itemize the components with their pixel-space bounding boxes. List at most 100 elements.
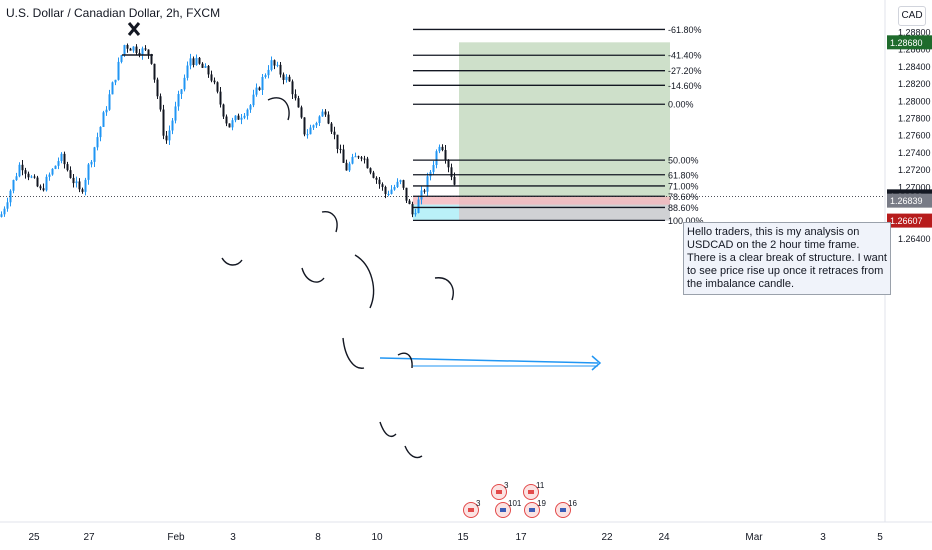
flag-icon (500, 508, 506, 512)
candle-body (279, 64, 282, 75)
candle-body (225, 116, 228, 124)
candle-body (288, 76, 291, 82)
candle-body (342, 149, 345, 163)
candle-body (447, 160, 450, 168)
candle-body (381, 184, 384, 187)
candle-body (360, 157, 363, 159)
calendar-event-count: 3 (504, 481, 509, 490)
flag-icon (528, 490, 534, 494)
candle-body (408, 200, 411, 205)
candle-body (237, 115, 240, 120)
candle-body (84, 179, 87, 192)
candle-body (309, 127, 312, 135)
candle-body (312, 125, 315, 128)
candle-body (297, 98, 300, 108)
candle-body (129, 48, 132, 51)
candle-body (444, 150, 447, 161)
candle-body (333, 131, 336, 135)
candle-body (273, 60, 276, 66)
candle-body (216, 82, 219, 92)
candle-body (141, 48, 144, 55)
price-tick-label: 1.27000 (898, 182, 931, 192)
fib-level-label: -14.60% (668, 81, 702, 91)
candle-body (96, 137, 99, 148)
candle-body (435, 151, 438, 165)
candle-body (276, 64, 279, 66)
candle-body (186, 65, 189, 78)
price-tick-label: 1.27600 (898, 131, 931, 141)
flag-icon (560, 508, 566, 512)
candle-body (189, 58, 192, 66)
price-tick-label: 1.28600 (898, 45, 931, 55)
price-tick-label: 1.28800 (898, 28, 931, 38)
candle-body (234, 115, 237, 121)
structure-arc (267, 97, 290, 121)
calendar-event-count: 3 (476, 499, 481, 508)
time-tick-label: 24 (658, 532, 670, 543)
candle-body (51, 168, 54, 175)
candle-body (132, 46, 135, 51)
calendar-event-count: 11 (536, 481, 545, 490)
candle-body (453, 176, 456, 185)
candle-body (330, 123, 333, 132)
candle-body (153, 63, 156, 80)
currency-button[interactable]: CAD (898, 6, 926, 26)
fib-level-label: 88.60% (668, 203, 699, 213)
candle-body (192, 58, 195, 66)
candle-body (39, 186, 42, 189)
candle-body (228, 123, 231, 128)
candle-body (402, 180, 405, 188)
fib-level-label: -61.80% (668, 25, 702, 35)
candle-body (57, 161, 60, 166)
candle-body (351, 156, 354, 164)
candle-body (69, 170, 72, 178)
candle-body (159, 96, 162, 110)
structure-arc (301, 267, 325, 283)
fib-level-label: -41.40% (668, 51, 702, 61)
candle-body (180, 89, 183, 95)
structure-arc (434, 277, 454, 301)
candle-body (195, 57, 198, 66)
candle-body (60, 153, 63, 162)
candle-body (156, 79, 159, 97)
candle-body (219, 91, 222, 105)
price-tick-label: 1.28200 (898, 79, 931, 89)
candle-body (90, 161, 93, 165)
candle-body (12, 180, 15, 191)
candle-body (99, 126, 102, 138)
candle-body (183, 77, 186, 90)
candle-body (438, 146, 441, 152)
candle-body (372, 172, 375, 178)
fib-level-label: -27.20% (668, 66, 702, 76)
time-tick-label: Feb (167, 532, 185, 543)
candle-body (258, 87, 261, 91)
structure-arc (321, 211, 338, 233)
structure-arc (379, 421, 397, 438)
candle-body (363, 158, 366, 160)
structure-arc (397, 352, 413, 369)
candle-body (3, 208, 6, 215)
candle-body (201, 63, 204, 68)
fib-level-label: 0.00% (668, 100, 694, 110)
candle-body (207, 65, 210, 75)
fib-level-label: 71.00% (668, 181, 699, 191)
price-tag-label: 1.26607 (890, 216, 923, 226)
candle-body (432, 164, 435, 172)
candle-body (102, 112, 105, 127)
candle-body (375, 177, 378, 180)
candle-body (168, 130, 171, 141)
candle-body (24, 170, 27, 174)
candle-body (108, 94, 111, 110)
fib-level-label: 78.60% (668, 192, 699, 202)
analysis-note[interactable]: Hello traders, this is my analysis on US… (683, 222, 891, 295)
candle-body (114, 79, 117, 83)
candle-body (339, 148, 342, 150)
candle-body (399, 180, 402, 182)
swing-high-x-icon (127, 22, 141, 36)
time-tick-label: 10 (371, 532, 383, 543)
candle-body (357, 156, 360, 158)
time-tick-label: 15 (457, 532, 469, 543)
candle-body (177, 94, 180, 107)
